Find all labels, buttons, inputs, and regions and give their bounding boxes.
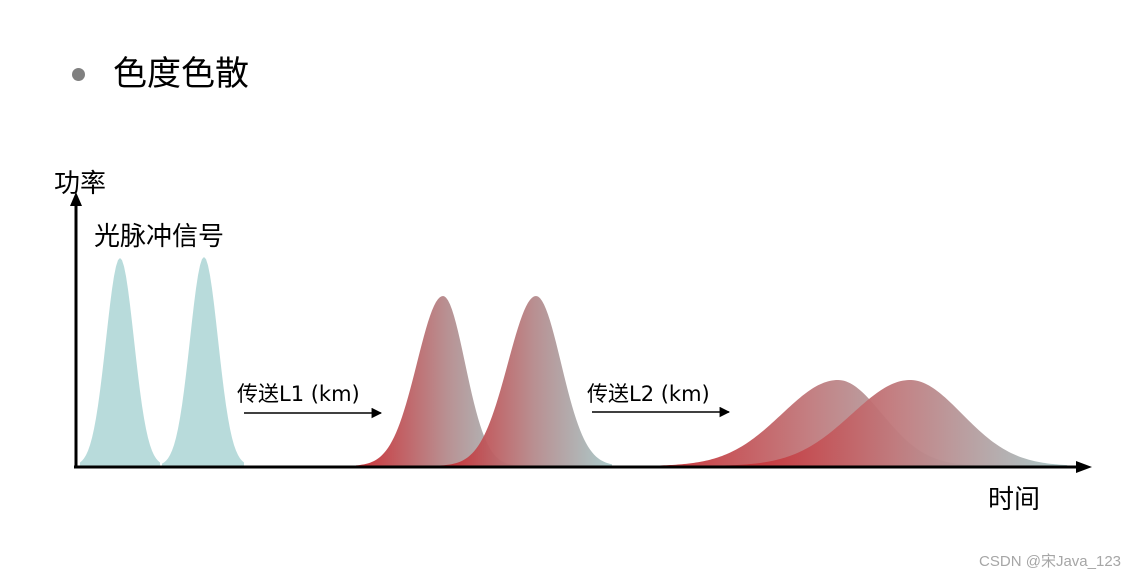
pulse-original-1 [80,258,160,466]
bullet-dot-icon [72,67,85,81]
pulse-dispersed-1 [356,296,520,466]
title-row: 色度色散 [72,50,249,98]
slide-title: 色度色散 [113,54,249,94]
transfer-label-2: 传送L2 (km) [587,382,710,406]
pulses-group [80,257,1068,466]
watermark: CSDN @宋Java_123 [979,553,1121,570]
transfer-label-1: 传送L1 (km) [237,382,360,406]
pulse-dispersed-2 [440,296,612,466]
y-axis-label: 功率 [54,169,106,199]
pulse-original-2 [162,257,244,466]
signal-label: 光脉冲信号 [94,222,224,252]
x-axis-arrow-icon [1076,461,1092,473]
y-axis-arrow-icon [70,192,82,206]
pulse-broadened-2 [725,380,1068,466]
x-axis-label: 时间 [988,485,1040,515]
